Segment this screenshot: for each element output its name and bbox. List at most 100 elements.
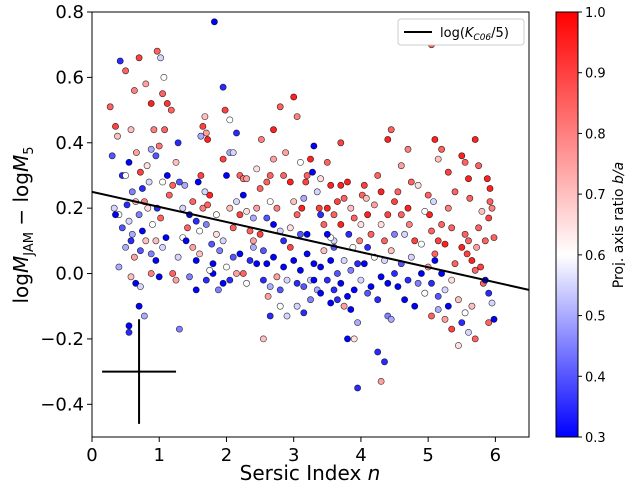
data-point <box>463 250 471 258</box>
data-point <box>229 253 237 261</box>
data-point <box>340 257 348 264</box>
data-point <box>179 204 187 212</box>
data-point <box>350 214 358 222</box>
data-point <box>175 325 183 333</box>
data-point <box>485 319 493 326</box>
data-point <box>186 273 193 281</box>
data-point <box>468 257 476 264</box>
data-point <box>233 129 240 137</box>
data-point <box>300 309 308 317</box>
data-point <box>150 126 158 134</box>
data-point <box>421 207 429 215</box>
x-tick-label: 2 <box>221 445 232 466</box>
data-point <box>465 237 472 245</box>
colorbar-ticks: 0.3 0.4 0.5 0.6 0.7 0.8 0.9 1.0 <box>578 6 606 446</box>
data-point <box>192 286 200 294</box>
data-point <box>246 227 254 235</box>
data-point <box>444 204 452 212</box>
data-point <box>152 237 160 245</box>
data-point <box>143 162 151 170</box>
data-point <box>159 178 166 186</box>
colorbar-label: Proj. axis ratio b/a <box>611 162 625 288</box>
data-point <box>112 211 119 219</box>
data-point <box>219 83 227 91</box>
data-point <box>461 230 469 238</box>
data-point <box>132 279 140 287</box>
data-point <box>212 211 220 219</box>
data-point <box>290 93 298 101</box>
data-point <box>296 266 304 274</box>
data-point <box>397 211 405 219</box>
data-point <box>286 178 294 186</box>
data-point <box>438 145 445 153</box>
data-point <box>350 286 358 294</box>
data-point <box>206 191 214 199</box>
data-point <box>229 149 237 156</box>
data-point <box>208 240 216 248</box>
data-point <box>401 230 408 238</box>
data-point <box>458 243 466 251</box>
data-point <box>223 263 230 271</box>
data-point <box>323 158 331 166</box>
data-point <box>404 145 412 153</box>
data-point <box>212 230 220 238</box>
data-point <box>110 204 118 212</box>
data-point <box>441 240 449 248</box>
data-point <box>327 299 335 307</box>
data-point <box>448 325 456 333</box>
y-tick-label: 0.6 <box>55 67 84 88</box>
data-point <box>138 185 146 192</box>
data-point <box>397 162 405 170</box>
data-point <box>313 188 321 196</box>
data-point <box>405 221 413 228</box>
data-point <box>293 302 301 310</box>
data-point <box>303 250 311 258</box>
data-point <box>128 188 136 196</box>
data-point <box>162 234 170 241</box>
data-point <box>226 276 234 284</box>
data-point <box>249 243 257 251</box>
data-point <box>219 237 227 245</box>
data-point <box>340 302 348 310</box>
data-point <box>486 185 494 192</box>
data-point <box>226 204 234 212</box>
data-point <box>249 214 257 222</box>
data-point <box>223 172 230 179</box>
data-point <box>135 211 143 219</box>
data-point <box>144 204 152 212</box>
data-point <box>136 247 144 255</box>
data-point <box>114 132 121 140</box>
data-point <box>337 221 345 228</box>
data-point <box>307 296 314 304</box>
data-point <box>411 302 419 310</box>
y-tick-label: 0.4 <box>55 133 84 154</box>
data-point <box>127 273 135 281</box>
data-point <box>202 276 210 284</box>
data-point <box>323 230 331 238</box>
data-point <box>159 243 166 251</box>
data-point <box>454 296 462 304</box>
data-point <box>337 139 345 147</box>
data-point <box>473 243 480 251</box>
data-point <box>441 315 449 323</box>
data-point <box>169 181 177 189</box>
data-point <box>243 175 250 183</box>
data-point <box>475 224 482 232</box>
data-point <box>243 207 250 215</box>
data-point <box>387 315 395 323</box>
data-point <box>163 100 171 107</box>
data-point <box>204 201 211 209</box>
data-point <box>391 270 398 277</box>
data-point <box>259 276 267 284</box>
data-point <box>270 155 277 163</box>
data-point <box>130 253 138 261</box>
data-point <box>404 276 412 284</box>
data-point <box>201 113 209 120</box>
data-point <box>270 253 277 261</box>
data-point <box>160 74 168 81</box>
data-point <box>333 198 341 205</box>
data-point <box>471 335 479 343</box>
data-point <box>317 211 324 219</box>
data-point <box>296 230 304 238</box>
x-axis-ticks: 0 1 2 3 4 5 6 <box>86 437 501 466</box>
